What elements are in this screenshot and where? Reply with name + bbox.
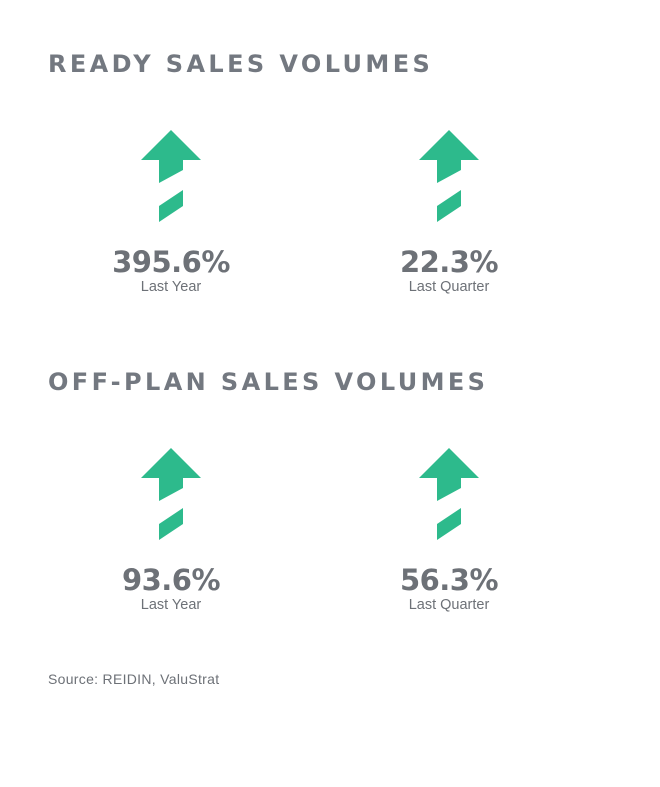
stat-value: 56.3% <box>399 563 499 597</box>
stat-period: Last Year <box>140 597 202 613</box>
ready-sales-volumes-title: READY SALES VOLUMES <box>48 50 434 78</box>
ready-last-quarter-stat: 22.3% Last Quarter <box>349 130 549 295</box>
stat-period: Last Quarter <box>408 597 490 613</box>
stat-value: 93.6% <box>121 563 221 597</box>
ready-last-year-stat: 395.6% Last Year <box>71 130 271 295</box>
off-plan-sales-volumes-title: OFF-PLAN SALES VOLUMES <box>48 368 489 396</box>
stat-value: 395.6% <box>112 245 230 279</box>
up-arrow-icon <box>141 448 201 540</box>
up-arrow-icon <box>419 130 479 222</box>
up-arrow-icon <box>141 130 201 222</box>
off-plan-last-quarter-stat: 56.3% Last Quarter <box>349 448 549 613</box>
stat-period: Last Quarter <box>408 279 490 295</box>
stat-period: Last Year <box>140 279 202 295</box>
off-plan-last-year-stat: 93.6% Last Year <box>71 448 271 613</box>
source-note: Source: REIDIN, ValuStrat <box>48 671 220 687</box>
stat-value: 22.3% <box>399 245 499 279</box>
up-arrow-icon <box>419 448 479 540</box>
